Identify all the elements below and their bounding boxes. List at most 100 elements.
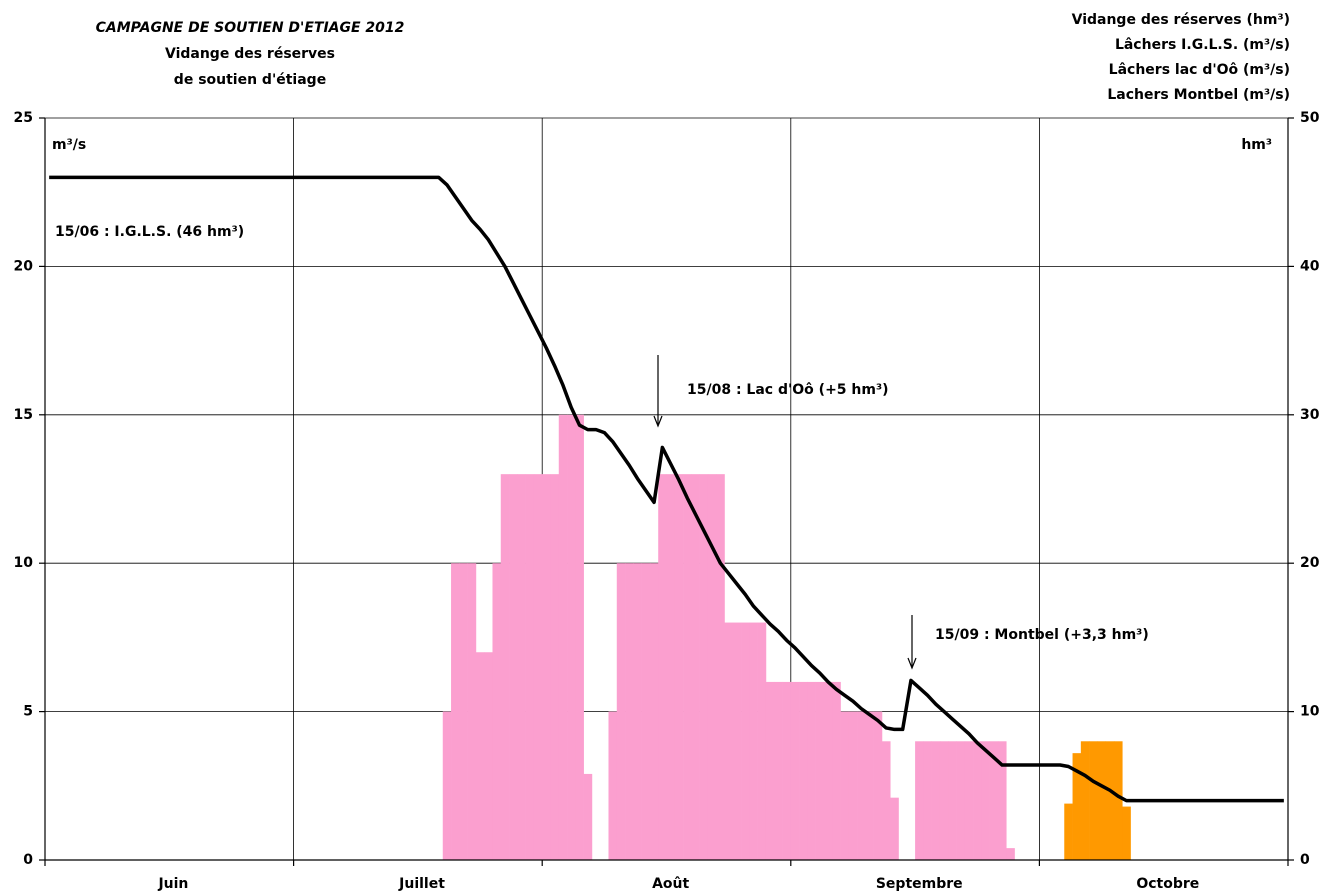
bar: [807, 681, 816, 860]
bar: [666, 474, 676, 860]
x-tick-label: Juin: [157, 876, 188, 892]
bar: [633, 563, 642, 860]
bar: [964, 741, 974, 860]
bar: [492, 563, 502, 860]
y-tick-label: 5: [23, 704, 33, 720]
bar: [857, 711, 866, 860]
bar: [616, 563, 626, 860]
y2-tick-label: 20: [1300, 555, 1320, 571]
bar: [699, 474, 709, 860]
bar: [815, 681, 825, 860]
bar: [881, 741, 891, 860]
plot-area: [44, 117, 1289, 861]
y2-axis-label: hm³: [1241, 137, 1272, 153]
bar: [575, 414, 584, 860]
bar: [989, 741, 999, 860]
bar: [931, 741, 941, 860]
line-series: [49, 175, 1284, 803]
chart-subtitle: de soutien d'étiage: [174, 72, 326, 88]
y-tick-label: 10: [14, 555, 34, 571]
bar: [757, 622, 767, 860]
bar: [707, 474, 717, 860]
bar: [1122, 806, 1131, 860]
bar: [732, 622, 742, 860]
bar: [683, 474, 692, 860]
y-tick-label: 25: [14, 110, 33, 126]
bar: [948, 741, 957, 860]
bar: [1064, 803, 1073, 860]
bar: [799, 681, 808, 860]
bar: [873, 711, 883, 860]
bar: [749, 622, 758, 860]
bar: [1080, 741, 1090, 860]
bar: [790, 681, 800, 860]
bar: [1072, 753, 1082, 860]
bar: [567, 414, 576, 860]
bar: [1006, 848, 1015, 860]
y2-tick-label: 50: [1300, 110, 1320, 126]
bar: [823, 681, 833, 860]
bar: [658, 474, 667, 860]
x-tick-label: Juillet: [398, 876, 445, 892]
bar: [890, 797, 899, 860]
chart-subtitle: Vidange des réserves: [165, 46, 335, 62]
x-tick-label: Octobre: [1136, 876, 1199, 892]
bar: [956, 741, 966, 860]
bar: [625, 563, 634, 860]
bar: [939, 741, 949, 860]
bar: [1113, 741, 1123, 860]
bar: [517, 474, 526, 860]
bar: [583, 773, 593, 860]
bar: [674, 474, 684, 860]
bar: [997, 741, 1007, 860]
bar: [500, 474, 510, 860]
bar: [923, 741, 932, 860]
annotation: 15/06 : I.G.L.S. (46 hm³): [55, 224, 244, 240]
x-tick-label: Septembre: [876, 876, 963, 892]
bar: [533, 474, 543, 860]
y2-tick-label: 40: [1300, 258, 1320, 274]
bar: [475, 652, 485, 860]
y2-tick-label: 10: [1300, 704, 1320, 720]
bar: [782, 681, 792, 860]
bar: [608, 711, 618, 860]
bar: [641, 563, 651, 860]
y2-tick-label: 0: [1300, 852, 1310, 868]
bar: [459, 563, 468, 860]
legend-entry: Vidange des réserves (hm³): [1072, 12, 1290, 28]
bar: [467, 563, 477, 860]
bar: [741, 622, 750, 860]
bar: [525, 474, 535, 860]
bar: [981, 741, 990, 860]
bar: [550, 474, 560, 860]
legend-entry: Lachers Montbel (m³/s): [1107, 87, 1290, 103]
annotation: 15/09 : Montbel (+3,3 hm³): [935, 627, 1149, 643]
legend-entry: Lâchers I.G.L.S. (m³/s): [1115, 37, 1290, 53]
bar: [484, 652, 493, 860]
bar: [691, 474, 700, 860]
bar: [1089, 741, 1098, 860]
bar: [765, 681, 775, 860]
bar: [774, 681, 783, 860]
y-tick-label: 0: [23, 852, 33, 868]
legend-entry: Lâchers lac d'Oô (m³/s): [1109, 62, 1290, 78]
chart-title: CAMPAGNE DE SOUTIEN D'ETIAGE 2012: [96, 20, 405, 36]
bar: [724, 622, 734, 860]
y-axis-label: m³/s: [52, 137, 86, 153]
bar: [973, 741, 982, 860]
y-tick-label: 20: [14, 258, 34, 274]
bar: [451, 563, 460, 860]
bar: [915, 741, 924, 860]
x-tick-label: Août: [652, 876, 689, 892]
annotation: 15/08 : Lac d'Oô (+5 hm³): [687, 382, 889, 398]
bar: [848, 711, 858, 860]
bar: [1097, 741, 1106, 860]
bar: [865, 711, 874, 860]
bar: [542, 474, 551, 860]
bar: [840, 711, 850, 860]
y-tick-label: 15: [14, 407, 33, 423]
bar: [509, 474, 518, 860]
bar: [716, 474, 725, 860]
